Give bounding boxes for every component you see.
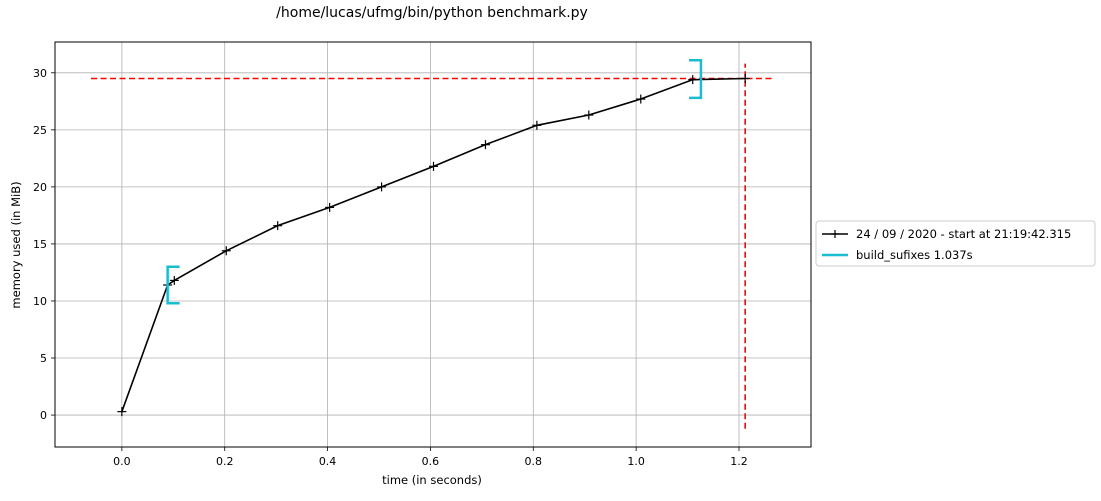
data-point [636,94,646,104]
data-point [273,221,283,231]
reference-lines [91,63,775,429]
y-axis-label: memory used (in MiB) [9,181,23,308]
x-tick-label: 0.8 [525,455,543,468]
x-tick-label: 0.4 [319,455,337,468]
data-series [117,74,750,417]
function-markers [166,59,703,305]
y-tick-label: 0 [40,409,47,422]
grid-lines [55,42,811,447]
data-point [480,140,490,150]
plot-frame [54,41,812,448]
data-point [688,75,698,85]
y-tick-label: 30 [33,67,47,80]
x-tick-label: 0.0 [113,455,131,468]
y-tick-label: 10 [33,295,47,308]
function-end-bracket [688,59,703,100]
x-tick-label: 0.6 [422,455,440,468]
series-line [121,77,746,412]
data-point [169,275,179,285]
y-tick-label: 20 [33,181,47,194]
data-point [584,110,594,120]
legend: 24 / 09 / 2020 - start at 21:19:42.315 b… [815,220,1096,267]
data-point [532,120,542,130]
y-tick-label: 15 [33,238,47,251]
axis-ticks: 0.0 0.2 0.4 0.6 0.8 1.0 1.2 0 5 10 15 20 25 30 [33,67,748,468]
chart-title: /home/lucas/ufmg/bin/python benchmark.py [276,5,588,21]
x-tick-label: 1.2 [730,455,748,468]
legend-label-function: build_sufixes 1.037s [856,248,973,262]
x-axis-label: time (in seconds) [382,473,482,487]
data-point [221,246,231,256]
data-point [117,407,127,417]
data-point [377,182,387,192]
y-tick-label: 25 [33,124,47,137]
legend-label-series: 24 / 09 / 2020 - start at 21:19:42.315 [856,227,1071,241]
data-point [325,202,335,212]
data-point [740,74,750,84]
x-tick-label: 1.0 [627,455,645,468]
legend-marker-series [831,230,839,238]
x-tick-label: 0.2 [216,455,234,468]
legend-box [815,220,1096,267]
data-point [429,161,439,171]
function-start-bracket [166,265,180,305]
y-tick-label: 5 [40,352,47,365]
